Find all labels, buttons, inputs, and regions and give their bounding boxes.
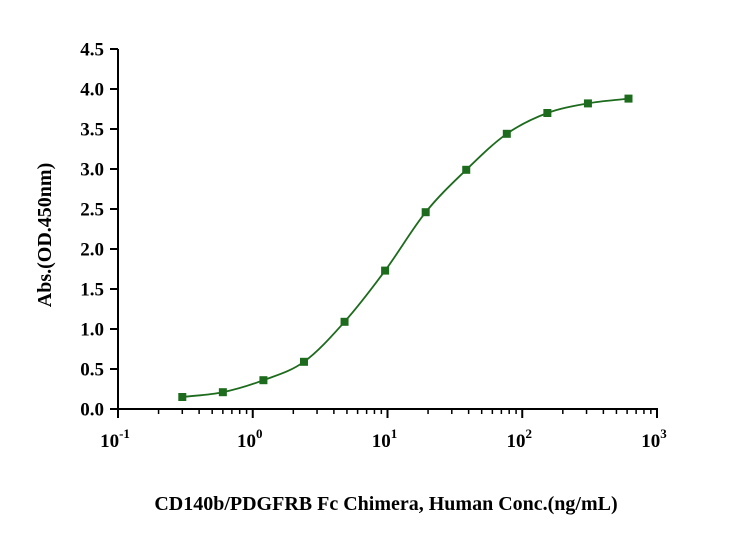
- y-tick-label: 0.0: [80, 400, 104, 421]
- x-tick-label: 101: [372, 426, 398, 452]
- y-tick-label: 4.5: [80, 40, 104, 61]
- y-tick-label: 1.0: [80, 320, 104, 341]
- data-points: [178, 94, 633, 401]
- data-point: [340, 317, 349, 326]
- data-point: [543, 109, 552, 117]
- y-tick-label: 2.5: [80, 200, 104, 221]
- y-tick-label: 3.5: [80, 120, 104, 141]
- data-point: [299, 357, 308, 366]
- x-tick-label: 103: [641, 426, 667, 452]
- fit-curve: [182, 97, 629, 398]
- data-point: [421, 208, 430, 217]
- data-point: [259, 376, 268, 385]
- data-point: [178, 393, 187, 401]
- y-tick-label: 1.5: [80, 280, 104, 301]
- y-tick-label: 4.0: [80, 80, 104, 101]
- axes: [117, 49, 658, 410]
- x-tick-label: 102: [507, 426, 533, 452]
- data-point: [218, 388, 227, 397]
- data-point: [502, 129, 511, 138]
- data-point: [583, 99, 592, 108]
- y-ticks: 0.0 0.5 1.0 1.5 2.0 2.5 3.0 3.5 4.0 4.5: [80, 40, 118, 421]
- y-tick-label: 0.5: [80, 360, 104, 381]
- data-point: [624, 94, 633, 103]
- data-point: [381, 266, 390, 275]
- x-tick-label: 100: [237, 426, 263, 452]
- y-axis-label: Abs.(OD.450nm): [34, 163, 56, 307]
- y-tick-label: 2.0: [80, 240, 104, 261]
- x-axis-label: CD140b/PDGFRB Fc Chimera, Human Conc.(ng…: [154, 493, 617, 515]
- x-ticks: 10-1 100 101 102 103: [100, 409, 667, 452]
- y-tick-label: 3.0: [80, 160, 104, 181]
- x-tick-label: 10-1: [100, 426, 130, 452]
- data-point: [462, 165, 471, 174]
